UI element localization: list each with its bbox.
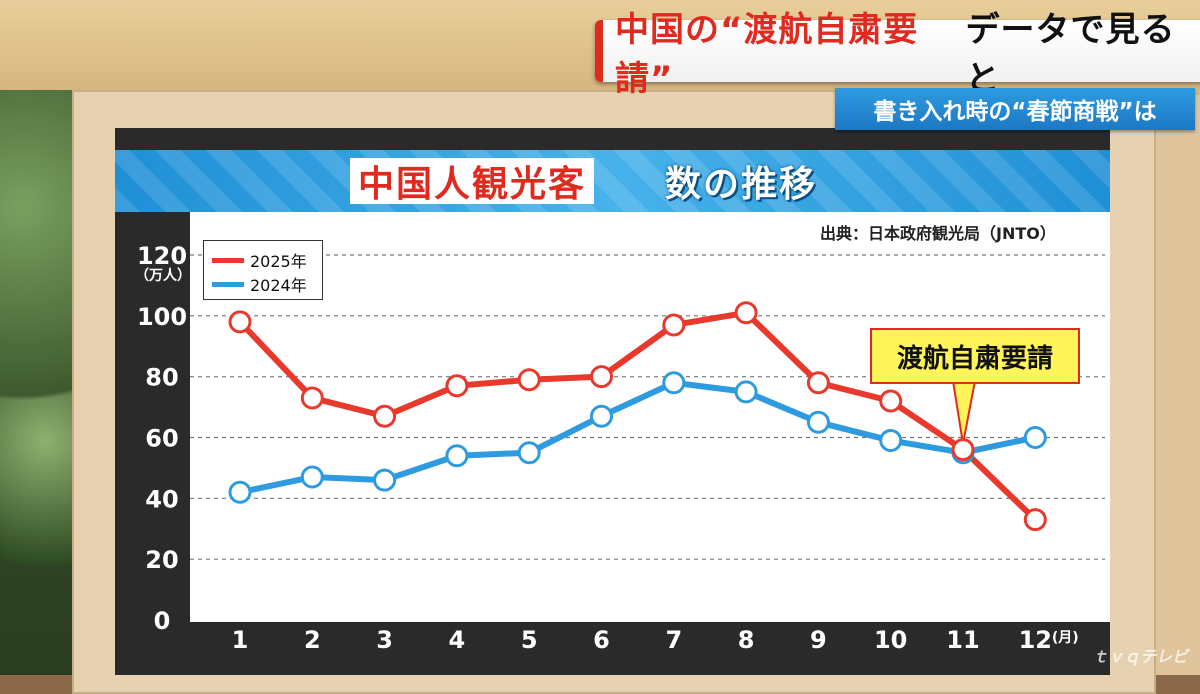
x-axis-strip <box>190 622 1110 665</box>
data-point-2025年-2 <box>300 386 324 410</box>
y-tick-label-60: 60 <box>145 425 178 453</box>
data-point-2025年-10 <box>879 389 903 413</box>
y-tick-label-80: 80 <box>145 364 178 392</box>
headline-banner: 中国の“渡航自粛要請” データで見ると <box>595 10 1200 99</box>
data-point-2025年-8 <box>734 301 758 325</box>
data-point-2024年-3 <box>373 468 397 492</box>
data-point-2025年-3 <box>373 404 397 428</box>
x-tick-label-8: 8 <box>738 626 755 654</box>
x-tick-label-4: 4 <box>449 626 466 654</box>
y-unit-label: （万人） <box>135 268 191 284</box>
x-tick-label-6: 6 <box>593 626 610 654</box>
data-point-2024年-9 <box>806 410 830 434</box>
data-point-2025年-7 <box>662 313 686 337</box>
y-axis-strip <box>130 230 190 665</box>
chart-title-white: 数の推移 <box>665 164 818 205</box>
headline-black: データで見ると <box>965 10 1176 99</box>
x-tick-label-1: 1 <box>232 626 249 654</box>
chart-title-red: 中国人観光客 <box>350 158 595 205</box>
y-tick-label-0: 0 <box>154 607 171 635</box>
x-tick-label-2: 2 <box>304 626 321 654</box>
x-tick-label-10: 10 <box>874 626 907 654</box>
chart-header-band <box>115 150 1110 212</box>
y-tick-label-120: 120 <box>137 242 187 270</box>
data-point-2024年-10 <box>879 429 903 453</box>
annotation-pointer <box>952 380 976 445</box>
data-point-2024年-12 <box>1023 426 1047 449</box>
data-point-2024年-7 <box>662 371 686 395</box>
data-point-2025年-5 <box>517 368 541 392</box>
y-tick-label-100: 100 <box>137 303 187 331</box>
data-point-2024年-2 <box>300 465 324 489</box>
legend-label-2024: 2024年 <box>250 276 307 295</box>
legend: 2025年 2024年 <box>203 240 323 300</box>
data-point-2025年-9 <box>806 371 830 395</box>
source-label: 出典：日本政府観光局（JNTO） <box>820 224 1056 243</box>
legend-swatch-2024 <box>212 281 244 287</box>
channel-watermark: ｔｖｑテレビ <box>1091 647 1188 666</box>
data-point-2025年-12 <box>1023 508 1047 532</box>
data-point-2025年-1 <box>228 310 252 334</box>
legend-swatch-2025 <box>212 257 244 263</box>
x-tick-label-11: 11 <box>946 626 979 654</box>
x-unit-label: (月) <box>1052 630 1079 646</box>
data-point-2025年-6 <box>590 365 613 389</box>
data-point-2024年-1 <box>228 480 252 504</box>
data-point-2025年-11 <box>951 438 975 462</box>
data-point-2024年-6 <box>590 404 613 428</box>
data-point-2024年-5 <box>517 441 541 465</box>
y-tick-label-40: 40 <box>145 485 178 513</box>
plant-decoration <box>0 90 75 675</box>
data-point-2025年-4 <box>445 374 469 398</box>
legend-label-2025: 2025年 <box>250 252 307 271</box>
annotation-travel-advisory: 渡航自粛要請 <box>870 328 1080 384</box>
plot-area <box>190 212 1110 622</box>
series-line-2024年 <box>237 379 1039 496</box>
legend-item-2025: 2025年 <box>212 248 307 272</box>
series-line-2025年 <box>237 309 1039 523</box>
y-tick-label-20: 20 <box>145 546 178 574</box>
data-point-2024年-4 <box>445 444 469 468</box>
x-tick-label-9: 9 <box>810 626 827 654</box>
headline-red: 中国の“渡航自粛要請” <box>615 10 919 99</box>
data-point-2024年-8 <box>734 380 758 404</box>
x-tick-label-12: 12 <box>1019 626 1052 654</box>
subheadline-banner: 書き入れ時の“春節商戦”は <box>835 88 1195 130</box>
x-tick-label-3: 3 <box>376 626 393 654</box>
x-tick-label-5: 5 <box>521 626 538 654</box>
legend-item-2024: 2024年 <box>212 272 307 296</box>
x-tick-label-7: 7 <box>665 626 682 654</box>
